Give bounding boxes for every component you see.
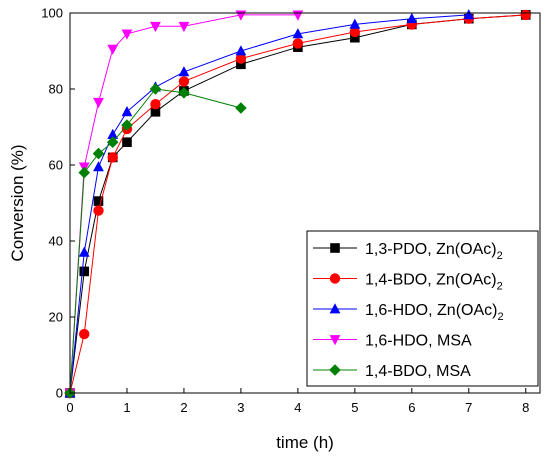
data-point bbox=[349, 18, 361, 29]
data-point bbox=[78, 166, 91, 179]
x-tick-label: 3 bbox=[237, 400, 244, 415]
x-tick-label: 8 bbox=[522, 400, 529, 415]
series-3 bbox=[64, 9, 475, 398]
data-point bbox=[93, 205, 104, 216]
data-point bbox=[292, 28, 304, 39]
legend-marker bbox=[330, 243, 340, 253]
y-tick-label: 40 bbox=[49, 234, 63, 249]
data-point bbox=[107, 44, 119, 55]
data-point bbox=[150, 107, 161, 117]
series-5 bbox=[64, 83, 247, 399]
data-point bbox=[178, 76, 190, 87]
data-point bbox=[463, 9, 475, 20]
plot-frame bbox=[69, 12, 541, 394]
data-point bbox=[93, 196, 104, 206]
x-axis-title: time (h) bbox=[276, 433, 334, 452]
data-point bbox=[78, 246, 90, 257]
y-tick-label: 100 bbox=[41, 6, 63, 21]
data-point bbox=[79, 266, 90, 277]
series-line bbox=[69, 14, 469, 394]
data-point bbox=[107, 128, 119, 139]
x-tick-label: 2 bbox=[180, 400, 187, 415]
legend-label: 1,4-BDO, Zn(OAc)2 bbox=[365, 272, 503, 293]
data-point bbox=[178, 21, 190, 33]
x-tick-label: 1 bbox=[123, 400, 130, 415]
x-tick-label: 6 bbox=[408, 400, 415, 415]
data-point bbox=[150, 99, 161, 110]
data-point bbox=[520, 9, 531, 21]
legend-marker bbox=[329, 364, 341, 376]
data-point bbox=[107, 152, 118, 163]
data-point bbox=[235, 45, 247, 56]
legend-item-4: 1,6-HDO, MSA bbox=[313, 333, 472, 350]
x-tick-label: 7 bbox=[465, 400, 472, 415]
data-point bbox=[93, 161, 104, 172]
data-point bbox=[122, 137, 132, 147]
data-point bbox=[292, 10, 304, 21]
data-point bbox=[292, 38, 304, 49]
legend-label: 1,3-PDO, Zn(OAc)2 bbox=[365, 241, 503, 262]
x-tick-label: 0 bbox=[66, 400, 73, 415]
data-point bbox=[236, 59, 246, 70]
x-tick-label: 4 bbox=[294, 400, 301, 415]
data-point bbox=[406, 12, 418, 24]
data-point bbox=[121, 29, 133, 40]
legend-item-3: 1,6-HDO, Zn(OAc)2 bbox=[313, 302, 504, 323]
y-axis-title: Conversion (%) bbox=[8, 144, 27, 261]
data-point bbox=[93, 97, 104, 109]
legend-marker bbox=[329, 273, 341, 284]
data-point bbox=[106, 136, 119, 148]
data-point bbox=[350, 32, 360, 43]
legend-label: 1,6-HDO, MSA bbox=[365, 333, 472, 350]
legend-item-2: 1,4-BDO, Zn(OAc)2 bbox=[313, 272, 503, 293]
series-layer bbox=[64, 9, 531, 399]
data-point bbox=[121, 106, 133, 117]
legend-marker bbox=[329, 335, 341, 346]
y-tick-label: 80 bbox=[49, 82, 63, 97]
legend-item-1: 1,3-PDO, Zn(OAc)2 bbox=[313, 241, 503, 262]
data-point bbox=[178, 87, 190, 99]
legend-item-5: 1,4-BDO, MSA bbox=[313, 363, 471, 380]
x-tick-label: 5 bbox=[351, 400, 358, 415]
data-point bbox=[178, 66, 190, 77]
data-point bbox=[92, 147, 105, 160]
data-point bbox=[121, 119, 133, 131]
data-point bbox=[150, 21, 161, 33]
legend: 1,3-PDO, Zn(OAc)2 1,4-BDO, Zn(OAc)2 1,6-HD… bbox=[306, 230, 539, 387]
legend-label: 1,6-HDO, Zn(OAc)2 bbox=[365, 302, 504, 323]
data-point bbox=[79, 328, 90, 340]
data-point bbox=[349, 26, 361, 38]
legend-label: 1,4-BDO, MSA bbox=[365, 363, 471, 380]
y-tick-label: 60 bbox=[49, 158, 63, 173]
y-tick-label: 20 bbox=[49, 310, 63, 325]
data-point bbox=[235, 102, 247, 114]
series-line bbox=[69, 88, 242, 394]
data-point bbox=[235, 53, 247, 64]
data-point bbox=[149, 83, 162, 95]
y-tick-label: 0 bbox=[56, 386, 63, 401]
legend-marker bbox=[329, 303, 341, 314]
